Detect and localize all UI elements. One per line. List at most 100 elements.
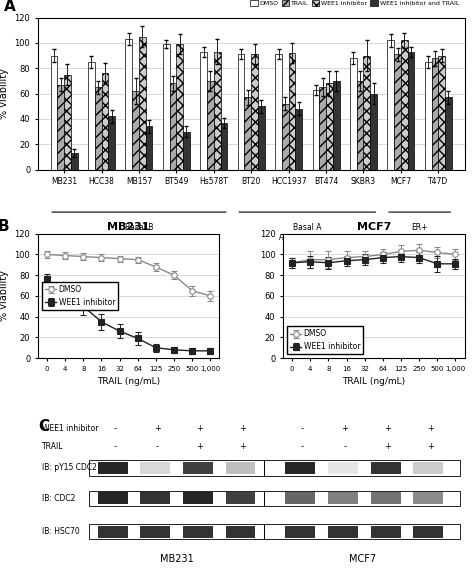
Text: -: - xyxy=(156,442,159,451)
Bar xyxy=(394,54,401,169)
FancyBboxPatch shape xyxy=(371,462,401,474)
FancyBboxPatch shape xyxy=(98,526,128,538)
FancyBboxPatch shape xyxy=(328,492,358,505)
Bar xyxy=(364,56,370,169)
Bar xyxy=(201,52,207,169)
Text: IB: CDC2: IB: CDC2 xyxy=(42,494,75,503)
FancyBboxPatch shape xyxy=(183,492,213,505)
Text: TRAIL: TRAIL xyxy=(42,442,64,451)
Bar xyxy=(51,56,57,169)
Bar xyxy=(220,122,227,169)
Legend: DMSO, WEE1 inhibitor: DMSO, WEE1 inhibitor xyxy=(42,282,118,310)
Text: +: + xyxy=(427,424,434,433)
FancyBboxPatch shape xyxy=(140,492,170,505)
Bar xyxy=(326,83,333,169)
Text: C: C xyxy=(38,420,49,434)
Text: WEE1 inhibitor: WEE1 inhibitor xyxy=(42,424,99,433)
Legend: DMSO, WEE1 inhibitor: DMSO, WEE1 inhibitor xyxy=(287,326,363,355)
FancyBboxPatch shape xyxy=(98,492,128,505)
Text: -: - xyxy=(301,442,304,451)
Text: +: + xyxy=(197,442,203,451)
Title: MCF7: MCF7 xyxy=(356,222,391,231)
Text: ER+: ER+ xyxy=(411,223,428,231)
Text: MCF7: MCF7 xyxy=(348,554,376,564)
Text: +: + xyxy=(154,424,161,433)
Bar xyxy=(370,94,377,169)
Bar xyxy=(170,83,176,169)
Bar xyxy=(132,91,139,169)
FancyBboxPatch shape xyxy=(285,462,315,474)
FancyBboxPatch shape xyxy=(226,492,255,505)
Bar xyxy=(425,62,432,169)
FancyBboxPatch shape xyxy=(183,526,213,538)
Text: +: + xyxy=(239,442,246,451)
Text: +: + xyxy=(427,442,434,451)
FancyBboxPatch shape xyxy=(140,462,170,474)
X-axis label: TRAIL (ng/mL): TRAIL (ng/mL) xyxy=(97,377,160,386)
FancyBboxPatch shape xyxy=(413,462,443,474)
Text: +: + xyxy=(384,424,391,433)
Bar xyxy=(312,90,319,169)
Text: MB231: MB231 xyxy=(160,554,193,564)
FancyBboxPatch shape xyxy=(140,526,170,538)
Bar xyxy=(408,52,414,169)
Text: B: B xyxy=(0,219,9,234)
Text: +: + xyxy=(197,424,203,433)
FancyBboxPatch shape xyxy=(371,492,401,505)
Bar xyxy=(238,54,245,169)
Text: A: A xyxy=(4,0,16,14)
Bar xyxy=(258,106,264,169)
Text: Basal B: Basal B xyxy=(125,223,153,231)
Text: TNBC/Basal-like: TNBC/Basal-like xyxy=(111,235,166,241)
Text: -: - xyxy=(301,424,304,433)
Bar xyxy=(445,97,452,169)
Text: +: + xyxy=(239,424,246,433)
Bar xyxy=(357,81,364,169)
Text: +: + xyxy=(342,424,348,433)
Text: -: - xyxy=(113,442,116,451)
FancyBboxPatch shape xyxy=(98,462,128,474)
Title: MB231: MB231 xyxy=(108,222,150,231)
Text: -: - xyxy=(344,442,346,451)
FancyBboxPatch shape xyxy=(371,526,401,538)
Bar xyxy=(88,62,95,169)
Bar xyxy=(139,36,146,169)
FancyBboxPatch shape xyxy=(183,462,213,474)
FancyBboxPatch shape xyxy=(413,492,443,505)
Bar xyxy=(183,131,190,169)
Bar xyxy=(176,44,183,169)
Bar xyxy=(289,53,295,169)
FancyBboxPatch shape xyxy=(328,526,358,538)
Bar xyxy=(146,127,153,169)
Bar xyxy=(101,73,108,169)
Text: HER-2 amplified: HER-2 amplified xyxy=(279,235,336,241)
Y-axis label: % viability: % viability xyxy=(0,68,9,119)
Bar xyxy=(319,87,326,169)
Bar xyxy=(438,56,445,169)
FancyBboxPatch shape xyxy=(285,526,315,538)
Bar xyxy=(108,117,115,169)
FancyBboxPatch shape xyxy=(413,526,443,538)
Bar xyxy=(71,153,78,169)
FancyBboxPatch shape xyxy=(328,462,358,474)
Bar xyxy=(333,81,339,169)
Text: IB: pY15 CDC2: IB: pY15 CDC2 xyxy=(42,464,97,472)
Bar xyxy=(95,87,101,169)
Bar xyxy=(251,54,258,169)
Y-axis label: % viability: % viability xyxy=(0,271,9,321)
Bar xyxy=(207,81,214,169)
FancyBboxPatch shape xyxy=(226,526,255,538)
Bar xyxy=(214,52,220,169)
Bar xyxy=(401,40,408,169)
Text: +: + xyxy=(384,442,391,451)
Bar xyxy=(64,74,71,169)
Bar xyxy=(57,85,64,169)
Text: Basal A: Basal A xyxy=(293,223,321,231)
Bar xyxy=(126,39,132,169)
Text: -: - xyxy=(113,424,116,433)
Text: IB: HSC70: IB: HSC70 xyxy=(42,527,80,536)
Bar xyxy=(350,58,357,169)
Legend: DMSO, TRAIL, WEE1 inhibitor, WEE1 inhibitor and TRAIL: DMSO, TRAIL, WEE1 inhibitor, WEE1 inhibi… xyxy=(247,0,461,9)
Bar xyxy=(282,104,289,169)
Bar xyxy=(275,54,282,169)
